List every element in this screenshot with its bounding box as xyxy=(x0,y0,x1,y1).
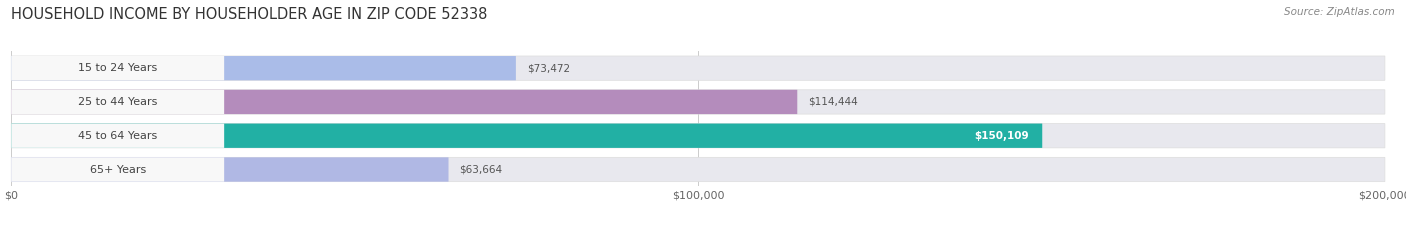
Text: $150,109: $150,109 xyxy=(974,131,1029,141)
Text: 25 to 44 Years: 25 to 44 Years xyxy=(77,97,157,107)
FancyBboxPatch shape xyxy=(11,157,449,182)
Text: 45 to 64 Years: 45 to 64 Years xyxy=(79,131,157,141)
FancyBboxPatch shape xyxy=(11,123,1385,148)
FancyBboxPatch shape xyxy=(11,157,1385,182)
FancyBboxPatch shape xyxy=(11,157,224,182)
FancyBboxPatch shape xyxy=(11,56,516,80)
Text: HOUSEHOLD INCOME BY HOUSEHOLDER AGE IN ZIP CODE 52338: HOUSEHOLD INCOME BY HOUSEHOLDER AGE IN Z… xyxy=(11,7,488,22)
Text: Source: ZipAtlas.com: Source: ZipAtlas.com xyxy=(1284,7,1395,17)
FancyBboxPatch shape xyxy=(11,123,1042,148)
FancyBboxPatch shape xyxy=(11,56,1385,80)
Text: $73,472: $73,472 xyxy=(527,63,569,73)
FancyBboxPatch shape xyxy=(11,90,1385,114)
Text: 65+ Years: 65+ Years xyxy=(90,164,146,175)
Text: $114,444: $114,444 xyxy=(808,97,858,107)
Text: 15 to 24 Years: 15 to 24 Years xyxy=(79,63,157,73)
FancyBboxPatch shape xyxy=(11,90,797,114)
FancyBboxPatch shape xyxy=(11,90,224,114)
FancyBboxPatch shape xyxy=(11,123,224,148)
Text: $63,664: $63,664 xyxy=(460,164,502,175)
FancyBboxPatch shape xyxy=(11,56,224,80)
